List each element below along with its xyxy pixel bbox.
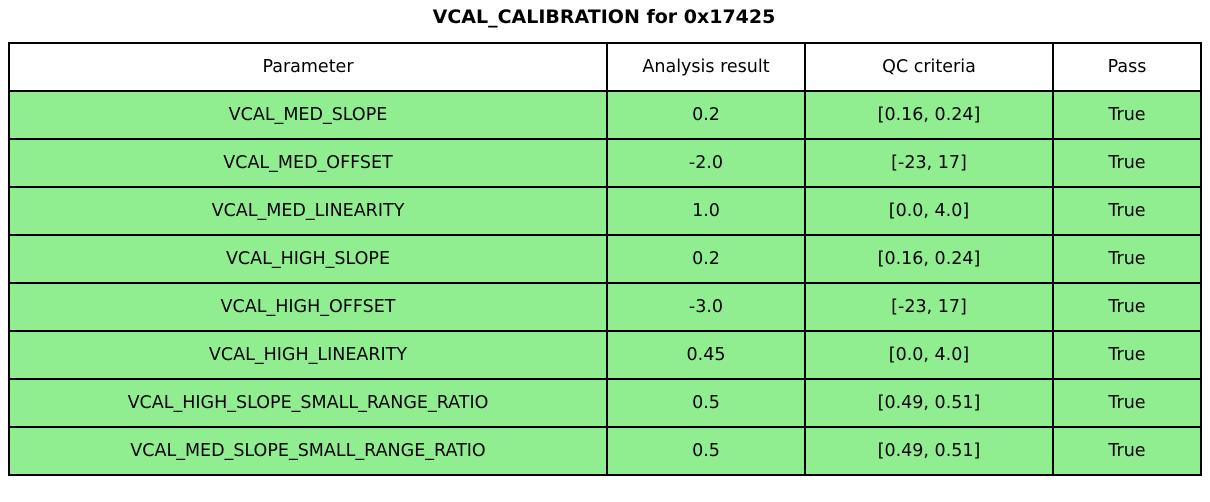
criteria-cell: [-23, 17] (804, 138, 1054, 188)
parameter-cell: VCAL_MED_SLOPE_SMALL_RANGE_RATIO (8, 426, 608, 476)
parameter-cell: VCAL_HIGH_SLOPE_SMALL_RANGE_RATIO (8, 378, 608, 428)
parameter-cell: VCAL_HIGH_SLOPE (8, 234, 608, 284)
parameter-cell: VCAL_HIGH_LINEARITY (8, 330, 608, 380)
parameter-cell: VCAL_MED_OFFSET (8, 138, 608, 188)
page-title: VCAL_CALIBRATION for 0x17425 (432, 6, 776, 28)
column-header-pass: Pass (1052, 42, 1202, 92)
pass-cell: True (1052, 378, 1202, 428)
table-row: VCAL_MED_SLOPE_SMALL_RANGE_RATIO 0.5 [0.… (8, 426, 1202, 476)
pass-cell: True (1052, 426, 1202, 476)
criteria-cell: [0.16, 0.24] (804, 234, 1054, 284)
column-header-parameter: Parameter (8, 42, 608, 92)
table-row: VCAL_HIGH_SLOPE 0.2 [0.16, 0.24] True (8, 234, 1202, 284)
pass-cell: True (1052, 90, 1202, 140)
table-row: VCAL_MED_LINEARITY 1.0 [0.0, 4.0] True (8, 186, 1202, 236)
result-cell: -3.0 (606, 282, 806, 332)
table-row: VCAL_HIGH_LINEARITY 0.45 [0.0, 4.0] True (8, 330, 1202, 380)
table-row: VCAL_HIGH_SLOPE_SMALL_RANGE_RATIO 0.5 [0… (8, 378, 1202, 428)
criteria-cell: [0.16, 0.24] (804, 90, 1054, 140)
parameter-cell: VCAL_MED_LINEARITY (8, 186, 608, 236)
criteria-cell: [-23, 17] (804, 282, 1054, 332)
criteria-cell: [0.49, 0.51] (804, 378, 1054, 428)
criteria-cell: [0.49, 0.51] (804, 426, 1054, 476)
result-cell: 0.2 (606, 234, 806, 284)
pass-cell: True (1052, 282, 1202, 332)
result-cell: 0.5 (606, 426, 806, 476)
table-row: VCAL_MED_SLOPE 0.2 [0.16, 0.24] True (8, 90, 1202, 140)
result-cell: -2.0 (606, 138, 806, 188)
table-row: VCAL_HIGH_OFFSET -3.0 [-23, 17] True (8, 282, 1202, 332)
result-cell: 0.2 (606, 90, 806, 140)
column-header-analysis-result: Analysis result (606, 42, 806, 92)
column-header-qc-criteria: QC criteria (804, 42, 1054, 92)
parameter-cell: VCAL_HIGH_OFFSET (8, 282, 608, 332)
parameter-cell: VCAL_MED_SLOPE (8, 90, 608, 140)
pass-cell: True (1052, 330, 1202, 380)
pass-cell: True (1052, 138, 1202, 188)
pass-cell: True (1052, 186, 1202, 236)
result-cell: 0.45 (606, 330, 806, 380)
result-cell: 0.5 (606, 378, 806, 428)
qc-results-table: Parameter Analysis result QC criteria Pa… (8, 42, 1202, 476)
criteria-cell: [0.0, 4.0] (804, 330, 1054, 380)
result-cell: 1.0 (606, 186, 806, 236)
pass-cell: True (1052, 234, 1202, 284)
criteria-cell: [0.0, 4.0] (804, 186, 1054, 236)
table-row: VCAL_MED_OFFSET -2.0 [-23, 17] True (8, 138, 1202, 188)
table-header-row: Parameter Analysis result QC criteria Pa… (8, 42, 1202, 92)
